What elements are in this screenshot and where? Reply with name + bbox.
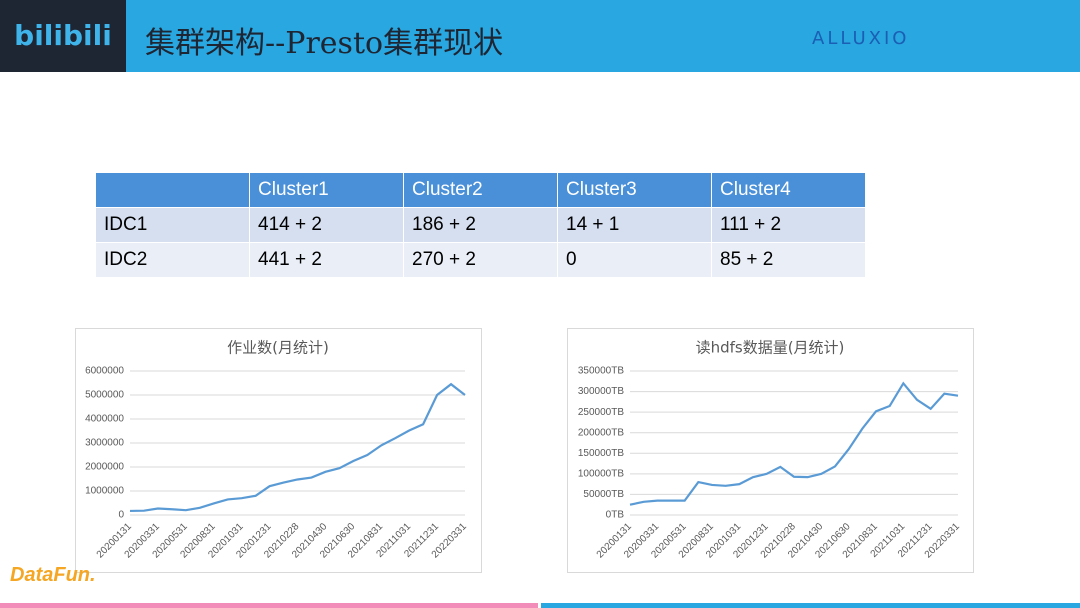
- y-tick-label: 5000000: [85, 390, 124, 401]
- partner-logo: ALLUXIO: [812, 28, 910, 49]
- y-tick-label: 250000TB: [578, 407, 624, 418]
- row: IDC2 441 + 2 270 + 2 0 85 + 2: [95, 242, 866, 278]
- footer-stripe: [0, 603, 538, 608]
- header-bar: [0, 0, 1080, 72]
- cell: 111 + 2: [711, 207, 866, 243]
- chart-frame: [567, 328, 974, 573]
- header-cell: Cluster4: [711, 172, 866, 208]
- y-tick-label: 2000000: [85, 462, 124, 473]
- y-tick-label: 0: [118, 510, 124, 521]
- cell: IDC2: [95, 242, 250, 278]
- chart-title: 作业数(月统计): [227, 339, 329, 357]
- cell: 441 + 2: [249, 242, 404, 278]
- cell: 14 + 1: [557, 207, 712, 243]
- cell: 270 + 2: [403, 242, 558, 278]
- chart-title: 读hdfs数据量(月统计): [696, 339, 845, 357]
- header-cell: Cluster1: [249, 172, 404, 208]
- header-row: Cluster1 Cluster2 Cluster3 Cluster4: [95, 172, 866, 208]
- chart-frame: [75, 328, 482, 573]
- y-tick-label: 1000000: [85, 486, 124, 497]
- y-tick-label: 350000TB: [578, 366, 624, 377]
- cell: 414 + 2: [249, 207, 404, 243]
- y-tick-label: 4000000: [85, 414, 124, 425]
- y-tick-label: 50000TB: [583, 489, 624, 500]
- logo: bilibili: [0, 0, 126, 72]
- footer-stripe: [541, 603, 1080, 608]
- y-tick-label: 200000TB: [578, 427, 624, 438]
- cell: 186 + 2: [403, 207, 558, 243]
- header-cell: Cluster3: [557, 172, 712, 208]
- y-tick-label: 150000TB: [578, 448, 624, 459]
- data-line: [629, 381, 959, 506]
- y-tick-label: 100000TB: [578, 468, 624, 479]
- row: IDC1 414 + 2 186 + 2 14 + 1 111 + 2: [95, 207, 866, 243]
- cluster-table: Cluster1 Cluster2 Cluster3 Cluster4 IDC1…: [95, 172, 866, 278]
- y-tick-label: 6000000: [85, 366, 124, 377]
- y-tick-label: 300000TB: [578, 386, 624, 397]
- data-line: [129, 382, 466, 513]
- footer-brand: DataFun.: [10, 564, 96, 586]
- y-tick-label: 0TB: [606, 510, 625, 521]
- cell: IDC1: [95, 207, 250, 243]
- header-cell: Cluster2: [403, 172, 558, 208]
- y-tick-label: 3000000: [85, 438, 124, 449]
- cell: 85 + 2: [711, 242, 866, 278]
- slide-title: 集群架构--Presto集群现状: [145, 26, 504, 61]
